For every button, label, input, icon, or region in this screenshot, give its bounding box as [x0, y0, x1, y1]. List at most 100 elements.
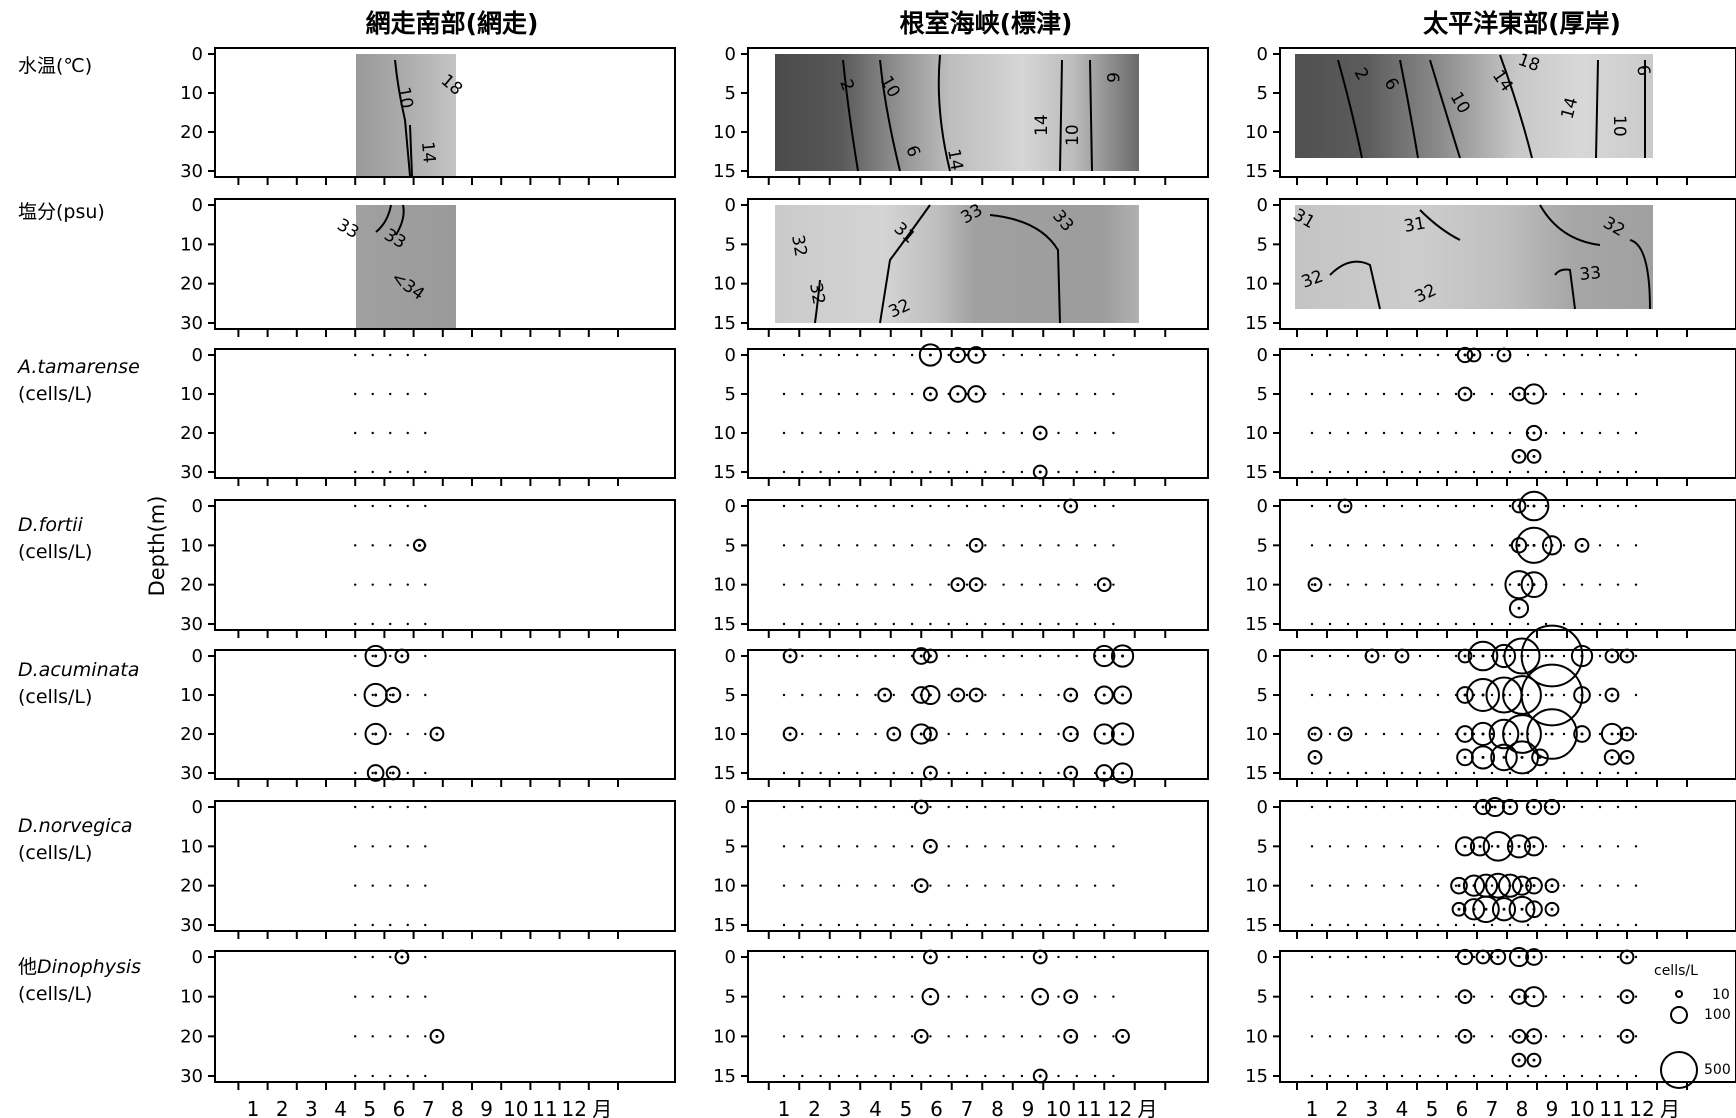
y-tick-label: 10 [180, 384, 203, 405]
bubble-center [1496, 844, 1500, 848]
sample-dot [874, 955, 877, 959]
sample-dot [1508, 470, 1512, 474]
sample-dot [984, 504, 987, 508]
sample-dot [801, 470, 804, 474]
sample-dot [984, 544, 987, 547]
sample-dot [801, 693, 804, 697]
bubble [1032, 425, 1048, 441]
sample-dot [801, 583, 804, 586]
bubble [782, 726, 798, 742]
sample-dot [1093, 544, 1097, 547]
sample-dot [1508, 923, 1512, 927]
sample-dot [1490, 544, 1494, 547]
bubble [1111, 762, 1134, 784]
sample-dot [406, 805, 409, 809]
sample-dot [354, 771, 357, 775]
sample-dot [371, 923, 374, 927]
column-title-akkeshi: 太平洋東部(厚岸) [1423, 9, 1621, 38]
bubble-center [956, 693, 960, 697]
y-tick-label: 15 [1245, 614, 1268, 635]
legend-label-10: 10 [1712, 987, 1730, 1003]
sample-dot [874, 470, 877, 474]
sample-dot [856, 884, 859, 887]
sample-dot [947, 1035, 950, 1038]
bubble [1451, 901, 1467, 917]
sample-dot [1634, 732, 1638, 736]
sample-dot [1616, 544, 1620, 547]
sample-dot [1490, 995, 1494, 998]
sample-dot [1508, 995, 1512, 998]
sample-dot [856, 955, 859, 959]
bubble [1508, 946, 1530, 968]
sample-dot [1382, 805, 1386, 809]
sample-dot [1328, 1035, 1332, 1038]
sample-dot [856, 995, 859, 998]
sample-dot [1616, 583, 1620, 586]
sample-dot [1002, 845, 1005, 848]
bubble [1488, 718, 1520, 750]
bubble-center [1463, 995, 1467, 999]
sample-dot [406, 1074, 409, 1078]
sample-dot [1039, 845, 1042, 848]
y-tick-label: 10 [1245, 575, 1268, 596]
month-label: 6 [1456, 1097, 1469, 1118]
contour-label: 6 [1102, 72, 1122, 83]
sample-dot [1075, 622, 1079, 626]
bubble-center [374, 654, 378, 658]
bubble [1573, 725, 1591, 743]
y-tick-label: 0 [1257, 947, 1268, 968]
sample-dot [837, 732, 841, 736]
sample-dot [1093, 884, 1097, 887]
sample-dot [1508, 504, 1512, 508]
sample-dot [910, 583, 914, 586]
sample-dot [910, 923, 914, 927]
month-label: 7 [1486, 1097, 1499, 1118]
sample-dot [819, 622, 822, 626]
sample-dot [1346, 654, 1350, 658]
sample-dot [910, 431, 914, 435]
sample-dot [947, 771, 950, 775]
bubble [967, 385, 985, 403]
sample-dot [965, 923, 969, 927]
sample-dot [1490, 1035, 1494, 1038]
bubble [1526, 708, 1578, 760]
sample-dot [965, 771, 969, 775]
sample-dot [1112, 392, 1115, 396]
sample-dot [1436, 353, 1440, 357]
y-tick-label: 30 [180, 1066, 203, 1087]
bubble [1502, 675, 1542, 715]
sample-dot [1616, 504, 1620, 508]
sample-dot [389, 431, 392, 435]
sample-dot [1526, 470, 1530, 474]
sample-dot [389, 544, 392, 547]
sample-dot [1598, 392, 1602, 396]
sample-dot [1020, 1074, 1024, 1078]
sample-dot [1002, 771, 1005, 775]
bubble-center [974, 392, 978, 396]
sample-dot [984, 845, 987, 848]
sample-dot [1562, 1074, 1566, 1078]
sample-dot [1346, 544, 1350, 547]
sample-dot [406, 1035, 409, 1038]
bubble [1466, 347, 1482, 363]
y-tick-label: 10 [1245, 724, 1268, 745]
sample-dot [801, 995, 804, 998]
contour-label: 6 [1632, 63, 1654, 77]
sample-dot [389, 622, 392, 626]
sample-dot [371, 771, 374, 775]
contour-line [1399, 59, 1419, 159]
bubble-center [928, 732, 932, 736]
sample-dot [1020, 1035, 1024, 1038]
sample-dot [1310, 955, 1314, 959]
sample-dot [984, 732, 987, 736]
bubble [1604, 687, 1620, 703]
bubble [1456, 948, 1474, 966]
contour-lines [375, 54, 1651, 324]
y-tick-label: 5 [1257, 836, 1268, 857]
y-tick-label: 5 [725, 836, 736, 857]
bubble-center [417, 543, 421, 547]
sample-dot [1580, 845, 1584, 848]
sample-dot [1039, 504, 1042, 508]
sample-dot [1472, 470, 1476, 474]
sample-dot [1075, 392, 1079, 396]
